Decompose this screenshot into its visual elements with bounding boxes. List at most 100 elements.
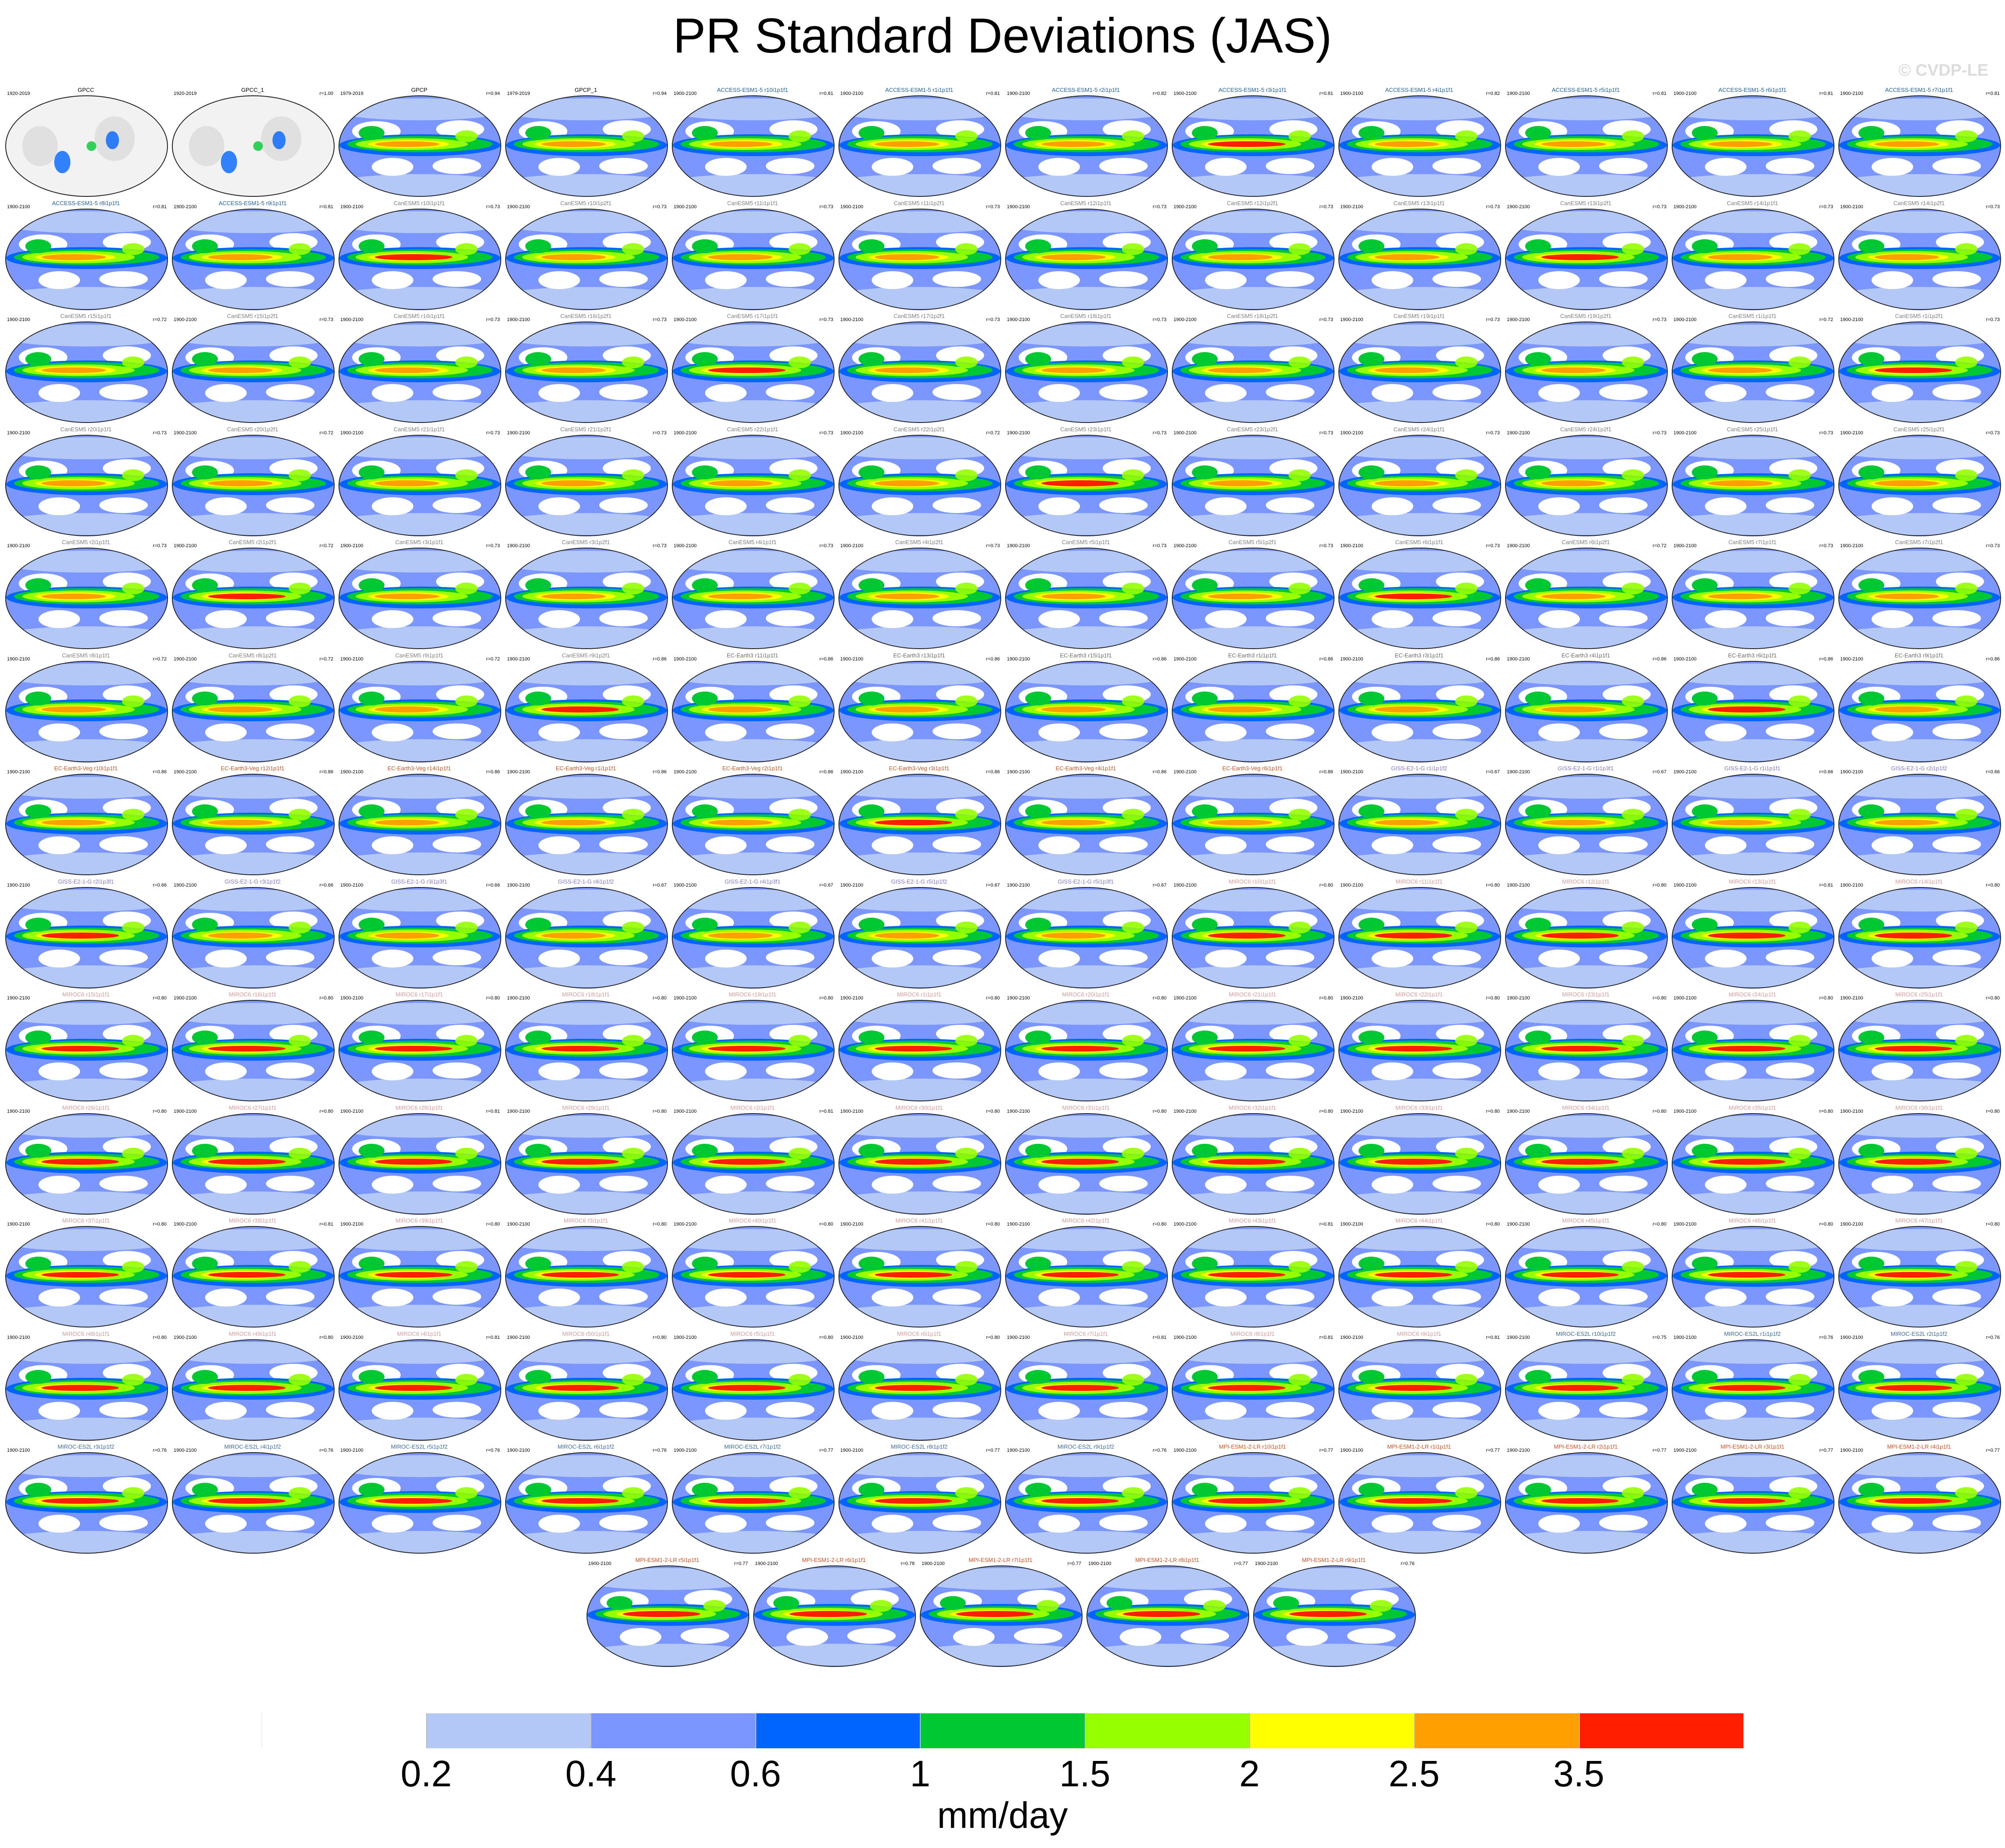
map-shading <box>506 852 667 874</box>
map-shading <box>1432 271 1481 287</box>
map-shading <box>208 254 273 260</box>
panel-title: EC-Earth3 r6i1p1f1 <box>1728 652 1777 659</box>
map-shading <box>1099 610 1148 626</box>
map-ellipse <box>5 548 168 649</box>
panel-correlation: r=0.80 <box>1986 996 2000 1001</box>
map-ellipse <box>1838 660 2001 762</box>
map-panel: 1900-2100 EC-Earth3 r4i1p1f1 r=0.86 <box>1502 652 1669 764</box>
map-shading <box>541 141 606 147</box>
map-ellipse <box>838 887 1001 989</box>
panel-correlation: r=0.80 <box>1986 1108 2000 1114</box>
map-ellipse <box>672 1000 835 1101</box>
panel-correlation: r=0.66 <box>1819 769 1834 775</box>
map-shading <box>874 819 952 826</box>
map-panel: 1900-2100 EC-Earth3 r6i1p1f1 r=0.86 <box>1669 652 1836 764</box>
panel-correlation: r=0.67 <box>1486 769 1500 775</box>
map-shading <box>708 1045 786 1052</box>
panel-title: MIROC-ES2L r7i1p1f2 <box>724 1443 781 1450</box>
map-shading <box>766 1401 814 1418</box>
map-shading <box>433 836 481 852</box>
map-shading <box>359 465 385 479</box>
panel-title: MIROC6 r38i1p1f1 <box>229 1217 276 1224</box>
map-panel: 1900-2100 ACCESS-ESM1-5 r6i1p1f1 r=0.81 <box>1669 87 1836 199</box>
panel-correlation: r=0.80 <box>319 1108 334 1114</box>
map-shading <box>1839 965 2000 988</box>
map-shading <box>99 497 148 514</box>
map-shading <box>173 1078 334 1100</box>
map-shading <box>622 582 645 594</box>
map-ellipse <box>1838 548 2001 649</box>
map-shading <box>1339 664 1500 686</box>
map-shading <box>41 1159 119 1165</box>
panel-years: 1900-2100 <box>507 317 530 322</box>
map-shading <box>1006 1229 1167 1251</box>
panel-title: MIROC6 r42i1p1f1 <box>1062 1217 1110 1224</box>
map-shading <box>208 593 286 600</box>
map-shading <box>1955 243 1978 255</box>
map-shading <box>433 1175 481 1192</box>
panel-years: 1979-2019 <box>507 91 530 96</box>
panel-years: 1900-2100 <box>840 91 863 96</box>
colorbar-swatch <box>920 1713 1085 1748</box>
map-shading <box>1858 465 1885 479</box>
map-shading <box>1266 610 1314 626</box>
map-shading <box>673 211 834 234</box>
map-shading <box>705 1289 747 1307</box>
map-shading <box>205 497 247 515</box>
map-shading <box>173 1455 334 1477</box>
panel-title: MIROC6 r28i1p1f1 <box>395 1104 443 1111</box>
panel-correlation: r=0.80 <box>1153 996 1167 1001</box>
panel-correlation: r=0.67 <box>1652 769 1667 775</box>
panel-title: CanESM5 r3i1p1f1 <box>395 539 444 545</box>
map-shading <box>1006 739 1167 762</box>
map-shading <box>1339 1229 1500 1251</box>
map-shading <box>673 1342 834 1364</box>
map-shading <box>1599 158 1648 174</box>
panel-title: MPI-ESM1-2-LR r5i1p1f1 <box>635 1556 699 1563</box>
map-shading <box>692 239 718 253</box>
panel-title: EC-Earth3 r3i1p1f1 <box>1394 652 1444 659</box>
map-shading <box>433 271 481 287</box>
map-ellipse <box>1672 1452 1834 1554</box>
map-shading <box>788 582 811 594</box>
map-shading <box>766 158 814 174</box>
map-shading <box>374 819 440 826</box>
panel-title: MPI-ESM1-2-LR r9i1p1f1 <box>1302 1556 1366 1563</box>
map-shading <box>1839 513 2000 535</box>
map-shading <box>1339 1191 1500 1214</box>
map-shading <box>433 1062 481 1079</box>
map-shading <box>599 949 648 966</box>
map-panel: 1900-2100 EC-Earth3 r15i1p1f1 r=0.86 <box>1002 652 1169 764</box>
panel-correlation: r=0.72 <box>319 430 334 436</box>
map-shading <box>587 1568 748 1590</box>
map-shading <box>122 243 145 255</box>
map-shading <box>173 513 334 535</box>
panel-correlation: r=0.73 <box>986 543 1000 548</box>
map-shading <box>933 1289 981 1305</box>
map-shading <box>1288 130 1311 142</box>
map-shading <box>1455 808 1478 821</box>
map-shading <box>208 480 273 486</box>
map-ellipse <box>1838 774 2001 875</box>
map-shading <box>541 1045 619 1052</box>
map-shading <box>839 1003 1000 1025</box>
map-ellipse <box>1838 1339 2001 1441</box>
panel-correlation: r=0.80 <box>319 996 334 1001</box>
map-panel: 1900-2100 MIROC-ES2L r9i1p1f2 r=0.76 <box>1002 1443 1169 1555</box>
map-panel: 1900-2100 MIROC6 r35i1p1f1 r=0.80 <box>1669 1104 1836 1216</box>
map-shading <box>874 1498 952 1504</box>
map-shading <box>1006 98 1167 120</box>
map-ellipse <box>1338 321 1501 423</box>
map-ellipse <box>505 660 668 762</box>
panel-years: 1900-2100 <box>1673 317 1697 322</box>
panel-title: MIROC6 r2i1p1f1 <box>730 1104 775 1111</box>
map-panel: 1900-2100 MPI-ESM1-2-LR r9i1p1f1 r=0.76 <box>1251 1557 1417 1669</box>
map-panel: 1900-2100 CanESM5 r15i1p1f1 r=0.72 <box>3 313 169 425</box>
map-shading <box>266 1289 314 1305</box>
map-shading <box>1455 356 1478 368</box>
map-shading <box>506 1455 667 1477</box>
map-ellipse <box>505 1000 668 1101</box>
map-panel: 1900-2100 GISS-E2-1-G r4i1p3f1 r=0.67 <box>669 878 836 990</box>
map-shading <box>1374 1498 1452 1504</box>
panel-title: MIROC6 r3i1p1f1 <box>563 1217 608 1224</box>
